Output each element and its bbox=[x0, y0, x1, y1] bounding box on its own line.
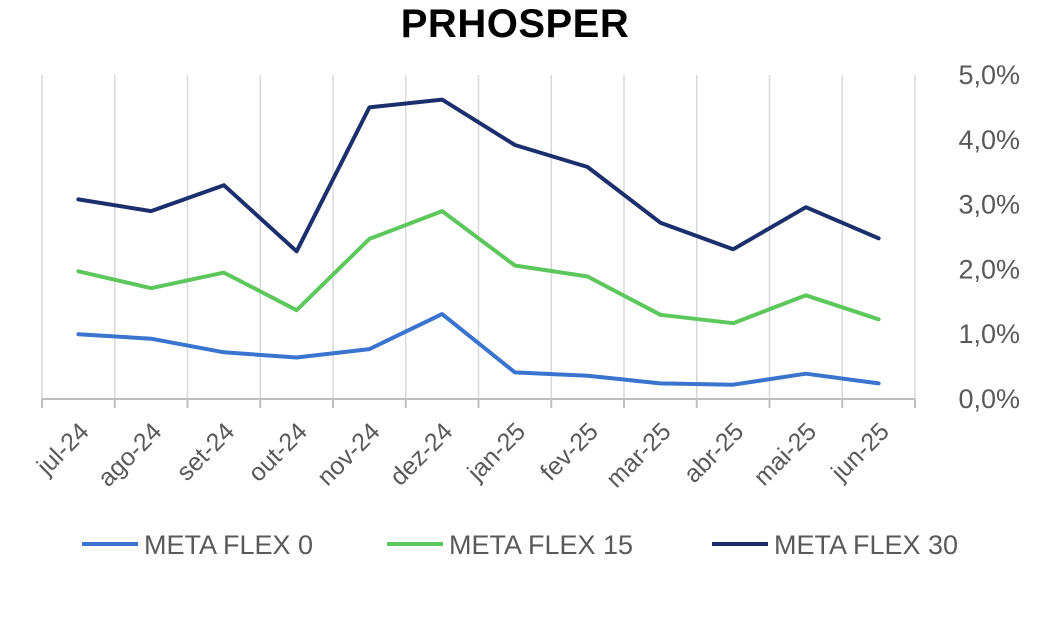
chart-title: PRHOSPER bbox=[400, 2, 630, 46]
x-tick-label: mar-25 bbox=[601, 417, 677, 493]
y-tick-label: 3,0% bbox=[958, 190, 1020, 220]
y-axis-ticks: 0,0% 1,0% 2,0% 3,0% 4,0% 5,0% bbox=[958, 60, 1020, 414]
x-tick-label: set-24 bbox=[171, 417, 240, 486]
legend: META FLEX 0 META FLEX 15 META FLEX 30 bbox=[82, 530, 958, 560]
x-tick-label: out-24 bbox=[243, 417, 313, 487]
x-tick-label: jan-25 bbox=[461, 417, 531, 487]
x-tick-label: fev-25 bbox=[535, 417, 604, 486]
x-tick-label: mai-25 bbox=[748, 417, 822, 491]
series-lines bbox=[76, 97, 881, 387]
y-tick-label: 1,0% bbox=[958, 319, 1020, 349]
series-line-1 bbox=[76, 312, 881, 387]
legend-label: META FLEX 15 bbox=[449, 530, 633, 560]
series-line-2 bbox=[76, 209, 881, 326]
y-tick-label: 0,0% bbox=[958, 384, 1020, 414]
x-tick-label: abr-25 bbox=[678, 417, 749, 488]
series-line-3 bbox=[76, 97, 881, 254]
y-tick-label: 2,0% bbox=[958, 254, 1020, 284]
x-axis bbox=[41, 398, 916, 408]
x-tick-label: jun-25 bbox=[825, 417, 895, 487]
legend-label: META FLEX 30 bbox=[774, 530, 958, 560]
x-tick-label: dez-24 bbox=[385, 417, 459, 491]
x-tick-label: nov-24 bbox=[312, 417, 386, 491]
x-tick-label: ago-24 bbox=[93, 417, 168, 492]
y-tick-label: 5,0% bbox=[958, 60, 1020, 90]
legend-label: META FLEX 0 bbox=[144, 530, 313, 560]
y-tick-label: 4,0% bbox=[958, 125, 1020, 155]
x-tick-label: jul-24 bbox=[31, 417, 95, 481]
